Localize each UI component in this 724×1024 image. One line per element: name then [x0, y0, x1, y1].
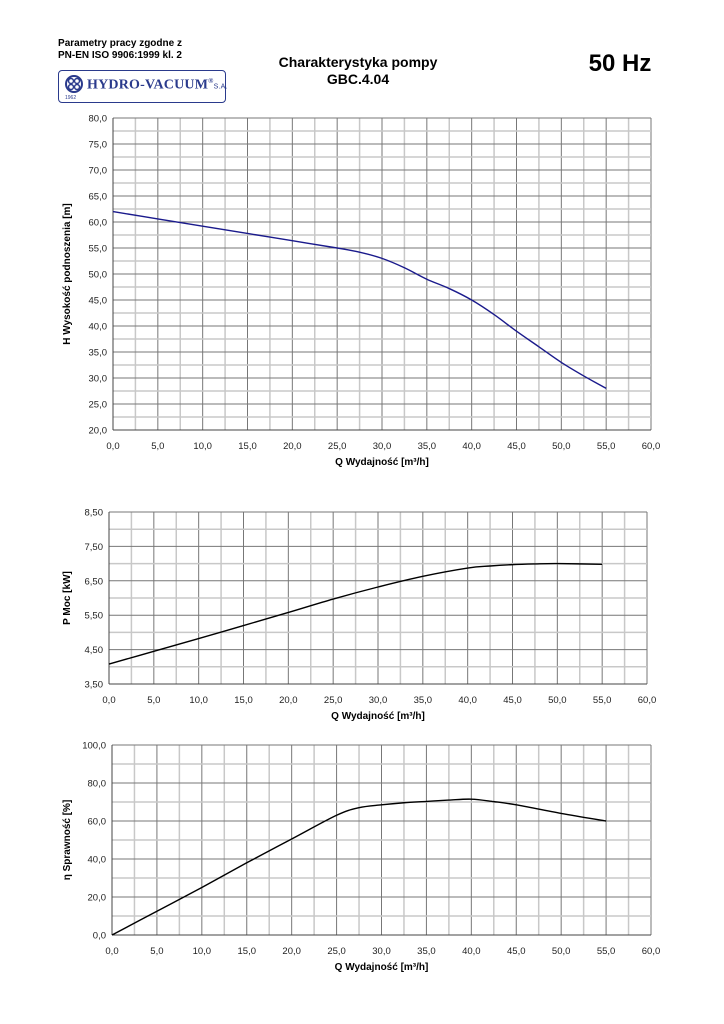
- y-tick-label: 4,50: [85, 645, 104, 656]
- x-tick-label: 50,0: [552, 441, 571, 452]
- y-tick-label: 6,50: [85, 576, 104, 587]
- head-curve: [112, 210, 607, 390]
- y-tick-label: 25,0: [89, 400, 108, 411]
- x-tick-label: 35,0: [418, 441, 437, 452]
- y-tick-label: 0,0: [93, 931, 106, 942]
- logo-text: HYDRO-VACUUM®S.A.: [87, 77, 228, 93]
- efficiency-chart: 0,0 5,0 10,0 15,0 20,0 25,0 30,0 35,0 40,0 45,0 50…: [62, 741, 660, 974]
- norm-line-1: Parametry pracy zgodne z: [58, 38, 182, 49]
- y-tick-label: 30,0: [89, 374, 108, 385]
- y-tick-label: 80,0: [89, 114, 108, 125]
- power-curve: [108, 562, 603, 665]
- x-tick-label: 50,0: [548, 695, 567, 706]
- x-tick-label: 35,0: [414, 695, 433, 706]
- y-tick-label: 3,50: [85, 680, 104, 691]
- x-tick-label: 30,0: [373, 441, 392, 452]
- x-axis-label: Q Wydajność [m³/h]: [335, 962, 429, 973]
- y-tick-label: 55,0: [89, 244, 108, 255]
- y-tick-label: 60,0: [89, 218, 108, 229]
- x-tick-label: 45,0: [503, 695, 522, 706]
- x-tick-label: 0,0: [106, 441, 119, 452]
- y-tick-label: 40,0: [88, 855, 107, 866]
- x-tick-label: 20,0: [283, 441, 302, 452]
- logo-year: 1962: [65, 95, 77, 101]
- y-tick-label: 65,0: [89, 192, 108, 203]
- x-tick-label: 40,0: [462, 946, 481, 957]
- x-tick-label: 55,0: [597, 441, 616, 452]
- x-tick-label: 35,0: [417, 946, 436, 957]
- y-tick-label: 20,0: [89, 426, 108, 437]
- y-tick-label: 35,0: [89, 348, 108, 359]
- page-title: Charakterystyka pompy GBC.4.04: [258, 54, 458, 88]
- x-tick-label: 10,0: [193, 946, 212, 957]
- x-tick-label: 25,0: [327, 946, 346, 957]
- title-line-1: Charakterystyka pompy: [278, 54, 438, 70]
- x-tick-label: 15,0: [234, 695, 253, 706]
- x-tick-label: 15,0: [238, 441, 257, 452]
- x-tick-label: 60,0: [638, 695, 657, 706]
- y-tick-label: 5,50: [85, 611, 104, 622]
- x-tick-label: 30,0: [372, 946, 391, 957]
- y-axis-label: H Wysokość podnoszenia [m]: [62, 203, 73, 345]
- logo-emblem-icon: [65, 75, 83, 93]
- y-tick-label: 20,0: [88, 893, 107, 904]
- x-tick-label: 5,0: [151, 441, 164, 452]
- x-tick-label: 55,0: [597, 946, 616, 957]
- y-tick-label: 50,0: [89, 270, 108, 281]
- x-tick-label: 45,0: [507, 946, 526, 957]
- power-chart: 0,0 5,0 10,0 15,0 20,0 25,0 30,0 35,0 40,0 45,0 50…: [62, 508, 656, 723]
- x-axis-label: Q Wydajność [m³/h]: [335, 457, 429, 468]
- x-tick-label: 10,0: [193, 441, 212, 452]
- x-tick-label: 55,0: [593, 695, 612, 706]
- y-axis-label: η Sprawność [%]: [62, 800, 73, 881]
- y-axis-label: P Moc [kW]: [62, 571, 73, 625]
- y-tick-label: 80,0: [88, 779, 107, 790]
- x-tick-label: 30,0: [369, 695, 388, 706]
- y-tick-label: 45,0: [89, 296, 108, 307]
- x-tick-label: 5,0: [147, 695, 160, 706]
- x-tick-label: 50,0: [552, 946, 571, 957]
- y-tick-label: 8,50: [85, 508, 104, 519]
- y-tick-label: 70,0: [89, 166, 108, 177]
- norm-line-2: PN-EN ISO 9906:1999 kl. 2: [58, 50, 182, 61]
- x-tick-label: 20,0: [282, 946, 301, 957]
- x-tick-label: 40,0: [458, 695, 477, 706]
- y-tick-label: 100,0: [82, 741, 106, 752]
- y-tick-label: 75,0: [89, 140, 108, 151]
- hydro-vacuum-logo: HYDRO-VACUUM®S.A. 1962: [58, 70, 228, 103]
- x-tick-label: 20,0: [279, 695, 298, 706]
- x-tick-label: 60,0: [642, 441, 661, 452]
- pump-model: GBC.4.04: [326, 71, 390, 87]
- norm-note: Parametry pracy zgodne z PN-EN ISO 9906:…: [52, 38, 188, 62]
- y-tick-label: 60,0: [88, 817, 107, 828]
- y-tick-label: 7,50: [85, 542, 104, 553]
- x-tick-label: 60,0: [642, 946, 661, 957]
- x-tick-label: 0,0: [102, 695, 115, 706]
- x-tick-label: 25,0: [324, 695, 343, 706]
- frequency-label: 50 Hz: [588, 50, 652, 77]
- x-tick-label: 10,0: [189, 695, 208, 706]
- x-axis-label: Q Wydajność [m³/h]: [331, 711, 425, 722]
- y-tick-label: 40,0: [89, 322, 108, 333]
- x-tick-label: 45,0: [507, 441, 526, 452]
- x-tick-label: 15,0: [238, 946, 257, 957]
- x-tick-label: 0,0: [105, 946, 118, 957]
- efficiency-curve: [111, 798, 607, 936]
- head-chart: 0,0 5,0 10,0 15,0 20,0 25,0 30,0 35,0 40,0 45,0 50…: [62, 114, 660, 469]
- x-tick-label: 5,0: [150, 946, 163, 957]
- x-tick-label: 25,0: [328, 441, 347, 452]
- x-tick-label: 40,0: [462, 441, 481, 452]
